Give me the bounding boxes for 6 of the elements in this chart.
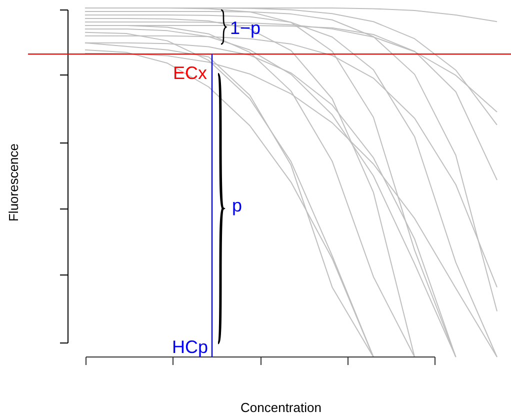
annotation: p <box>232 196 242 216</box>
y-axis-title: Fluorescence <box>6 143 21 222</box>
ref-line-label: ECx <box>172 63 207 84</box>
annotation: HCp <box>172 337 208 357</box>
x-axis-title: Concentration <box>240 400 322 415</box>
annotation: 1−p <box>230 18 261 38</box>
